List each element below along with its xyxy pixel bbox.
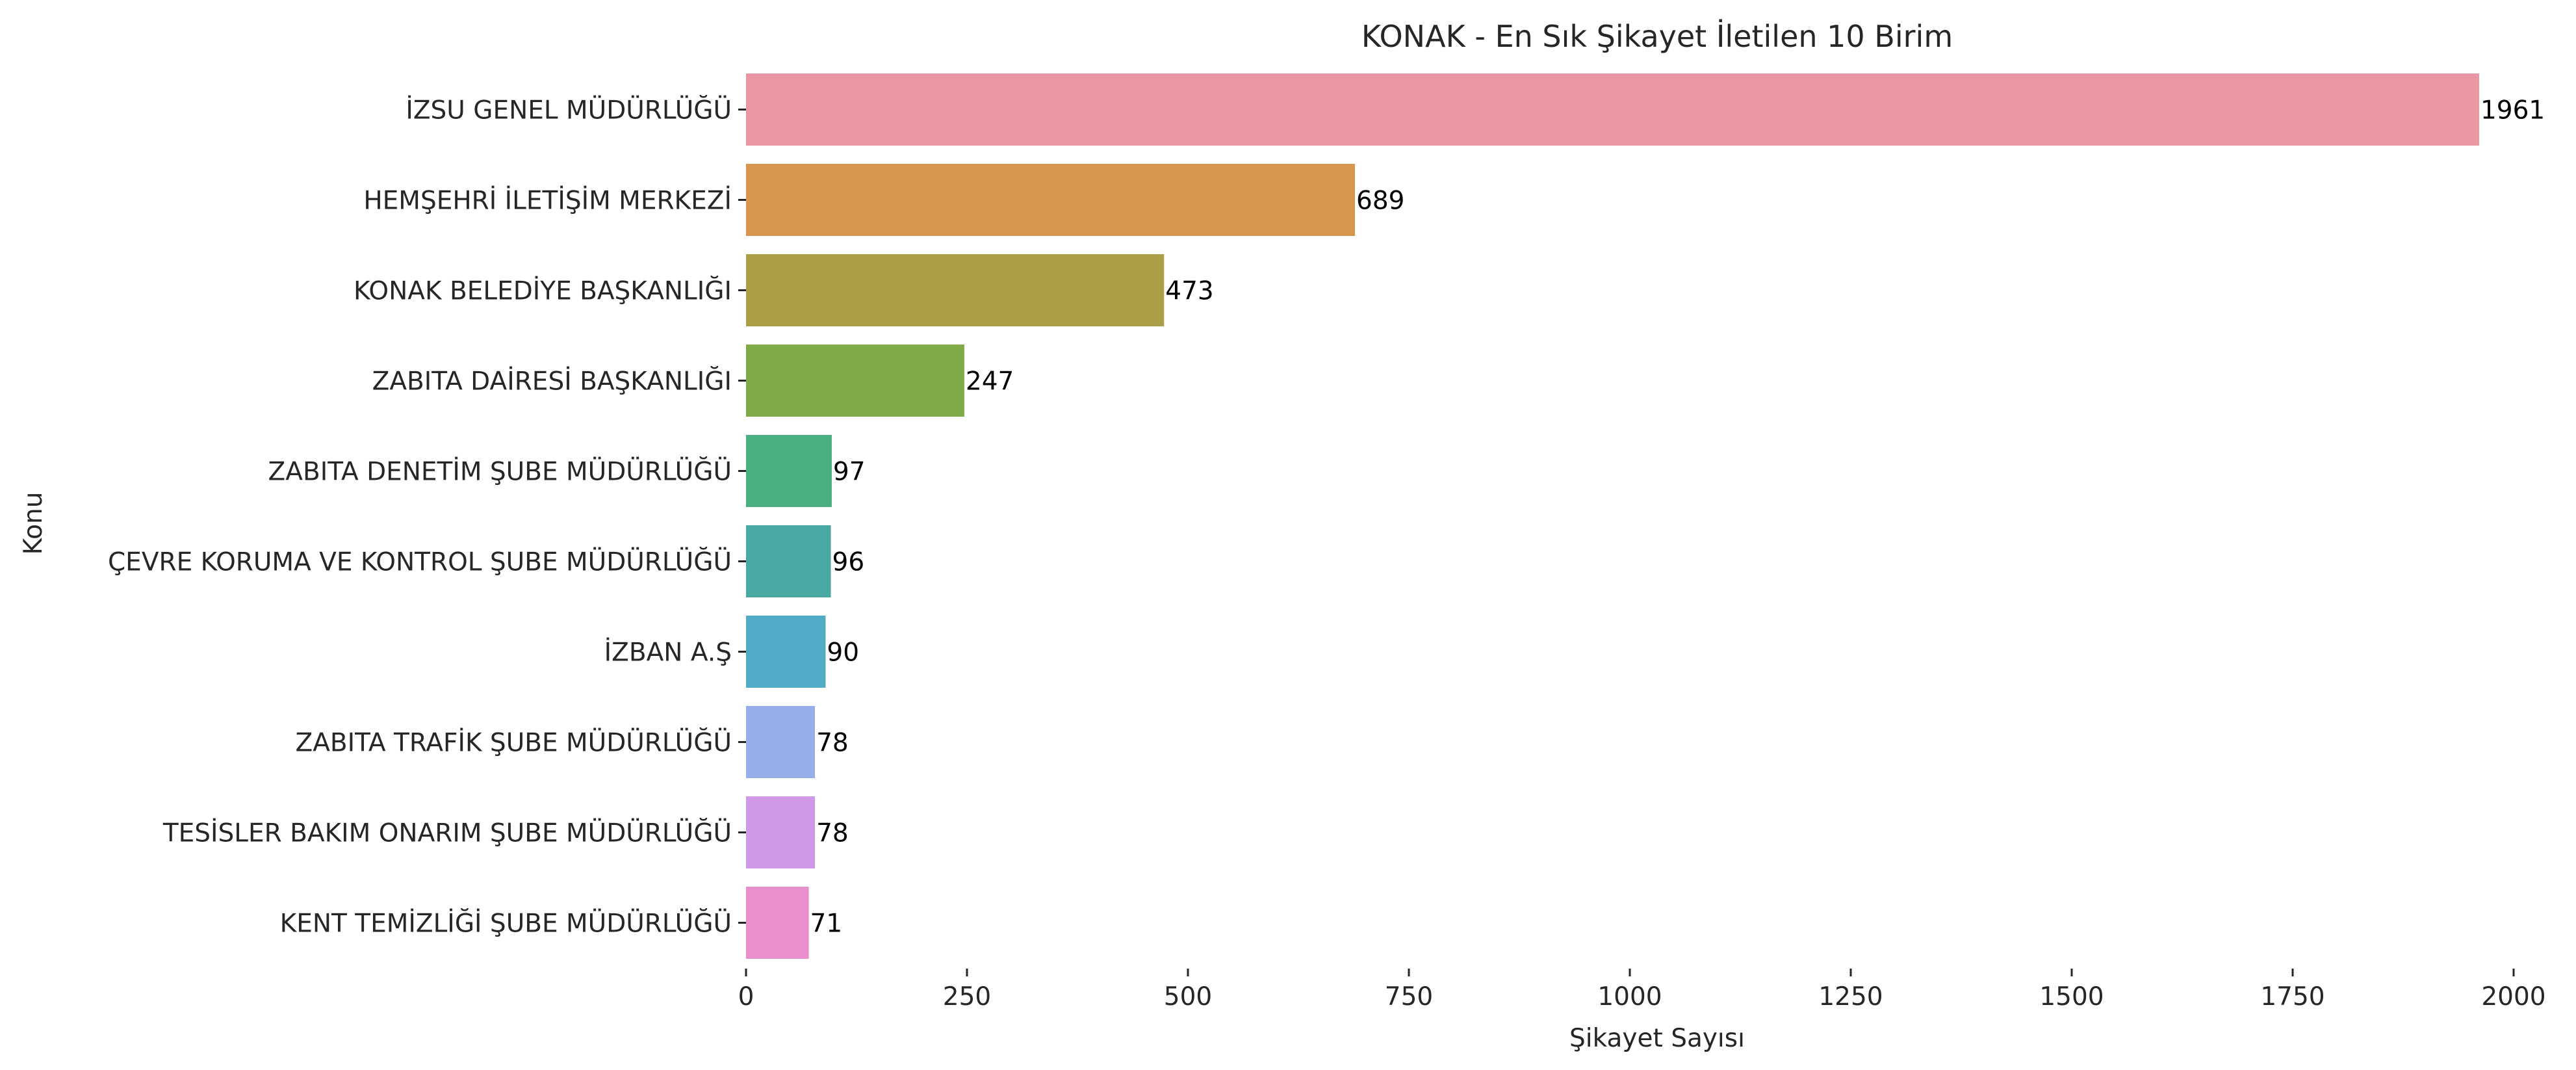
x-axis-ticks: 0 250 500 750 1000 1250 1500 1750 2000	[738, 969, 2546, 1011]
x-tick-label-1500: 1500	[2039, 982, 2104, 1011]
bar-4	[746, 345, 964, 417]
y-tick-label-10: KENT TEMİZLİĞİ ŞUBE MÜDÜRLÜĞÜ	[280, 908, 732, 939]
x-tick-label-2000: 2000	[2481, 982, 2545, 1011]
data-label-7: 90	[827, 638, 859, 668]
bar-8	[746, 706, 816, 778]
y-tick-label-3: KONAK BELEDİYE BAŞKANLIĞI	[354, 276, 732, 306]
data-label-9: 78	[816, 819, 849, 848]
data-label-6: 96	[832, 548, 865, 577]
bar-3	[746, 254, 1165, 326]
x-tick-label-500: 500	[1164, 982, 1212, 1011]
y-tick-label-9: TESİSLER BAKIM ONARIM ŞUBE MÜDÜRLÜĞÜ	[162, 818, 732, 848]
data-label-1: 1961	[2480, 96, 2545, 125]
bar-7	[746, 616, 826, 688]
y-tick-label-6: ÇEVRE KORUMA VE KONTROL ŞUBE MÜDÜRLÜĞÜ	[108, 547, 732, 577]
x-tick-label-1750: 1750	[2260, 982, 2325, 1011]
data-label-5: 97	[833, 458, 866, 487]
x-tick-label-250: 250	[943, 982, 991, 1011]
x-tick-label-750: 750	[1385, 982, 1433, 1011]
y-axis-ticks: İZSU GENEL MÜDÜRLÜĞÜ HEMŞEHRİ İLETİŞİM ME…	[108, 95, 746, 939]
data-label-2: 689	[1356, 187, 1404, 216]
y-tick-label-7: İZBAN A.Ş	[604, 638, 732, 668]
y-tick-label-8: ZABITA TRAFİK ŞUBE MÜDÜRLÜĞÜ	[295, 727, 732, 758]
y-tick-label-5: ZABITA DENETİM ŞUBE MÜDÜRLÜĞÜ	[268, 456, 732, 487]
data-label-8: 78	[816, 729, 849, 758]
x-axis-label: Şikayet Sayısı	[1569, 1024, 1745, 1053]
bar-6	[746, 525, 831, 597]
x-tick-label-1250: 1250	[1818, 982, 1883, 1011]
chart-title: KONAK - En Sık Şikayet İletilen 10 Birim	[1361, 19, 1953, 54]
data-label-10: 71	[810, 909, 843, 939]
bar-2	[746, 164, 1356, 236]
bar-9	[746, 796, 816, 868]
y-tick-label-4: ZABITA DAİRESİ BAŞKANLIĞI	[372, 366, 732, 397]
data-label-4: 247	[966, 367, 1014, 397]
plot-area: 1961 689 473 247 97 96 90 78 78 71	[746, 73, 2545, 959]
bar-10	[746, 887, 809, 959]
x-tick-label-1000: 1000	[1597, 982, 1662, 1011]
bar-1	[746, 73, 2479, 146]
y-axis-label: Konu	[19, 492, 48, 555]
data-label-3: 473	[1165, 277, 1213, 306]
y-tick-label-2: HEMŞEHRİ İLETİŞİM MERKEZİ	[363, 186, 732, 216]
y-tick-label-1: İZSU GENEL MÜDÜRLÜĞÜ	[406, 95, 732, 125]
bar-5	[746, 435, 832, 507]
x-tick-label-0: 0	[738, 982, 754, 1011]
